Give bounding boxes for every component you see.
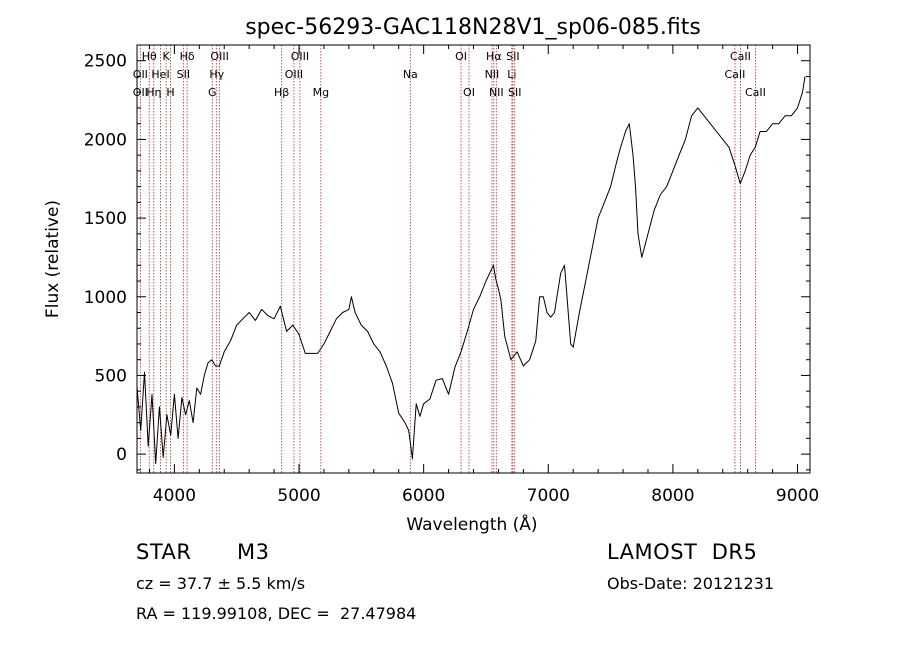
plot-frame (136, 44, 811, 474)
line-label: SII (177, 68, 190, 81)
line-label: SII (508, 86, 521, 99)
line-label: SII (506, 50, 519, 63)
x-tick-label: 6000 (402, 486, 445, 506)
spectrum-layer (136, 76, 806, 465)
chart-title: spec-56293-GAC118N28V1_sp06-085.fits (245, 15, 701, 40)
coordinates: RA = 119.99108, DEC = 27.47984 (136, 604, 417, 623)
x-axis: 4000 5000 6000 7000 8000 9000 (148, 45, 819, 506)
y-tick-label: 500 (95, 366, 127, 386)
line-label: NII (489, 86, 504, 99)
line-label: OIII (291, 50, 309, 63)
line-label: Hα (486, 50, 502, 63)
y-axis-label: Flux (relative) (43, 200, 63, 318)
y-tick-label: 0 (116, 445, 127, 465)
object-class: STAR (136, 540, 192, 564)
line-label: OIII (285, 68, 303, 81)
x-tick-label: 7000 (527, 486, 570, 506)
x-tick-label: 9000 (776, 486, 819, 506)
line-label: Hβ (274, 86, 289, 99)
line-label: Li (507, 68, 516, 81)
line-label: CaII (725, 68, 746, 81)
x-axis-label: Wavelength (Å) (406, 513, 537, 535)
line-label: CaII (730, 50, 751, 63)
line-label: G (208, 86, 217, 99)
line-label: Hθ (142, 50, 157, 63)
line-label: HeI (151, 68, 169, 81)
y-tick-label: 1500 (84, 209, 127, 229)
line-label: Na (403, 68, 418, 81)
y-tick-label: 2000 (84, 130, 127, 150)
line-label: OI (455, 50, 467, 63)
line-label: Mg (313, 86, 329, 99)
y-tick-label: 1000 (84, 288, 127, 308)
object-subclass: M3 (237, 540, 270, 564)
line-label: NII (485, 68, 500, 81)
line-label: OI (463, 86, 475, 99)
line-label: OIII (210, 50, 228, 63)
redshift-value: cz = 37.7 ± 5.5 km/s (136, 574, 306, 593)
obs-date: Obs-Date: 20121231 (607, 574, 775, 593)
line-label: Hγ (209, 68, 224, 81)
y-axis: 0 500 1000 1500 2000 2500 (84, 44, 810, 471)
line-label: CaII (745, 86, 766, 99)
y-tick-label: 2500 (84, 52, 127, 72)
line-label: K (163, 50, 171, 63)
line-label: OII (133, 68, 148, 81)
survey-name: LAMOST DR5 (607, 540, 758, 564)
x-tick-label: 4000 (153, 486, 196, 506)
spectrum-line (136, 76, 806, 465)
line-label: Hδ (180, 50, 195, 63)
line-label: H (166, 86, 174, 99)
line-label: Hη (146, 86, 161, 99)
x-tick-label: 5000 (277, 486, 320, 506)
x-tick-label: 8000 (651, 486, 694, 506)
